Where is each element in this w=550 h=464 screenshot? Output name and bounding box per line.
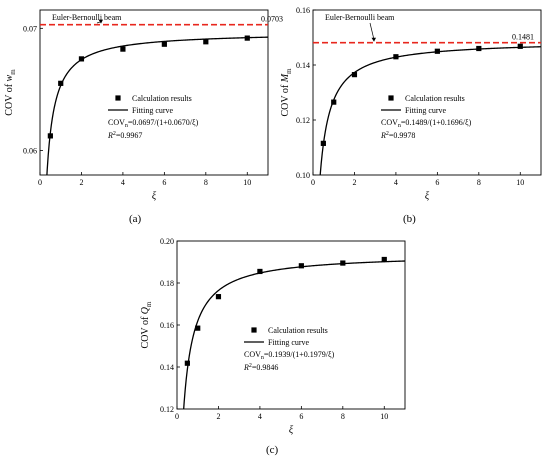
legend-marker-points — [251, 327, 257, 333]
x-tick-label: 10 — [243, 178, 251, 187]
reference-line-label: Euler-Bernoulli beam — [325, 13, 395, 22]
legend-marker-points — [115, 95, 121, 101]
caption-a: (a) — [129, 213, 142, 225]
legend-label-fit: Fitting curve — [132, 106, 174, 115]
data-point — [58, 80, 64, 86]
x-tick-label: 4 — [121, 178, 125, 187]
data-point — [203, 39, 209, 45]
y-tick-label: 0.06 — [23, 147, 37, 156]
y-tick-label: 0.12 — [160, 405, 174, 414]
x-tick-label: 2 — [216, 412, 220, 421]
plot-frame — [312, 9, 542, 176]
chart-panel-c: 0 2 4 6 8 10 0.12 0.14 0.16 0.18 0.20 ξ COV of Qm Cal… — [140, 237, 406, 436]
data-point — [320, 140, 326, 146]
data-point — [215, 294, 222, 300]
plot-frame — [176, 240, 406, 410]
x-tick-label: 0 — [311, 178, 315, 187]
y-tick-label: 0.10 — [296, 171, 310, 180]
y-tick-label: 0.14 — [160, 363, 174, 372]
data-point — [195, 325, 201, 331]
x-tick-label: 10 — [380, 412, 388, 421]
reference-value-label: 0.0703 — [261, 15, 283, 24]
reference-arrow — [369, 22, 375, 40]
x-tick-label: 8 — [204, 178, 208, 187]
legend-label-points: Calculation results — [405, 94, 465, 103]
y-tick-label: 0.12 — [296, 116, 310, 125]
data-point — [47, 133, 53, 139]
data-point — [78, 56, 85, 62]
data-point — [381, 256, 387, 263]
data-point — [331, 99, 337, 105]
fit-equation: COVn=0.1939/(1+0.1979/ξ) — [244, 350, 335, 361]
data-point — [517, 43, 523, 49]
x-tick-label: 4 — [258, 412, 262, 421]
data-point — [257, 268, 263, 275]
x-axis-label: ξ — [425, 191, 430, 202]
y-tick-label: 0.07 — [23, 24, 37, 33]
plot-frame — [39, 9, 269, 176]
reference-arrowhead — [371, 37, 376, 42]
data-point — [340, 260, 346, 266]
x-tick-label: 8 — [477, 178, 481, 187]
reference-value-label: 0.1481 — [512, 33, 534, 42]
y-tick-label: 0.20 — [160, 237, 174, 246]
fitting-curve — [183, 260, 405, 409]
data-point — [393, 54, 399, 60]
data-point — [161, 41, 167, 47]
legend-marker-points — [388, 95, 394, 101]
y-axis-label: COV of Qm — [140, 301, 153, 349]
r-squared: R2=0.9846 — [243, 363, 278, 372]
y-axis-label: COV of wm — [4, 69, 17, 116]
x-tick-label: 4 — [394, 178, 398, 187]
y-tick-label: 0.18 — [160, 279, 174, 288]
fitting-curve — [46, 36, 268, 175]
caption-c: (c) — [266, 444, 279, 456]
y-axis-label: COV of Mm — [280, 68, 293, 117]
data-point — [120, 46, 126, 52]
x-tick-label: 6 — [435, 178, 439, 187]
x-axis-label: ξ — [289, 425, 294, 436]
chart-panel-a: 0 2 4 6 8 10 0.06 0.07 ξ COV of wm Euler-Bernoulli… — [4, 9, 283, 202]
reference-arrowhead — [98, 19, 103, 24]
data-point — [351, 72, 358, 78]
caption-b: (b) — [403, 213, 416, 225]
chart-panel-b: 0 2 4 6 8 10 0.10 0.12 0.14 0.16 ξ COV of Mm Euler-B… — [280, 6, 542, 202]
reference-line-label: Euler-Bernoulli beam — [52, 13, 122, 22]
fit-equation: COVn=0.1489/(1+0.1696/ξ) — [381, 118, 472, 129]
x-tick-label: 6 — [162, 178, 166, 187]
x-tick-label: 0 — [38, 178, 42, 187]
x-tick-label: 2 — [79, 178, 83, 187]
r-squared: R2=0.9967 — [107, 131, 142, 140]
x-tick-label: 0 — [175, 412, 179, 421]
y-tick-label: 0.16 — [160, 321, 174, 330]
data-point — [434, 48, 440, 54]
data-point — [476, 45, 482, 52]
data-point — [184, 360, 190, 366]
x-tick-label: 10 — [516, 178, 524, 187]
r-squared: R2=0.9978 — [380, 131, 415, 140]
x-tick-label: 2 — [352, 178, 356, 187]
legend-label-points: Calculation results — [132, 94, 192, 103]
x-axis-label: ξ — [152, 191, 157, 202]
y-tick-label: 0.16 — [296, 6, 310, 15]
x-tick-label: 8 — [341, 412, 345, 421]
data-point — [244, 35, 250, 41]
x-tick-label: 6 — [299, 412, 303, 421]
legend-label-fit: Fitting curve — [268, 338, 310, 347]
legend-label-points: Calculation results — [268, 326, 328, 335]
legend-label-fit: Fitting curve — [405, 106, 447, 115]
y-tick-label: 0.14 — [296, 61, 310, 70]
fit-equation: COVn=0.0697/(1+0.0670/ξ) — [108, 118, 199, 129]
data-point — [298, 263, 304, 269]
